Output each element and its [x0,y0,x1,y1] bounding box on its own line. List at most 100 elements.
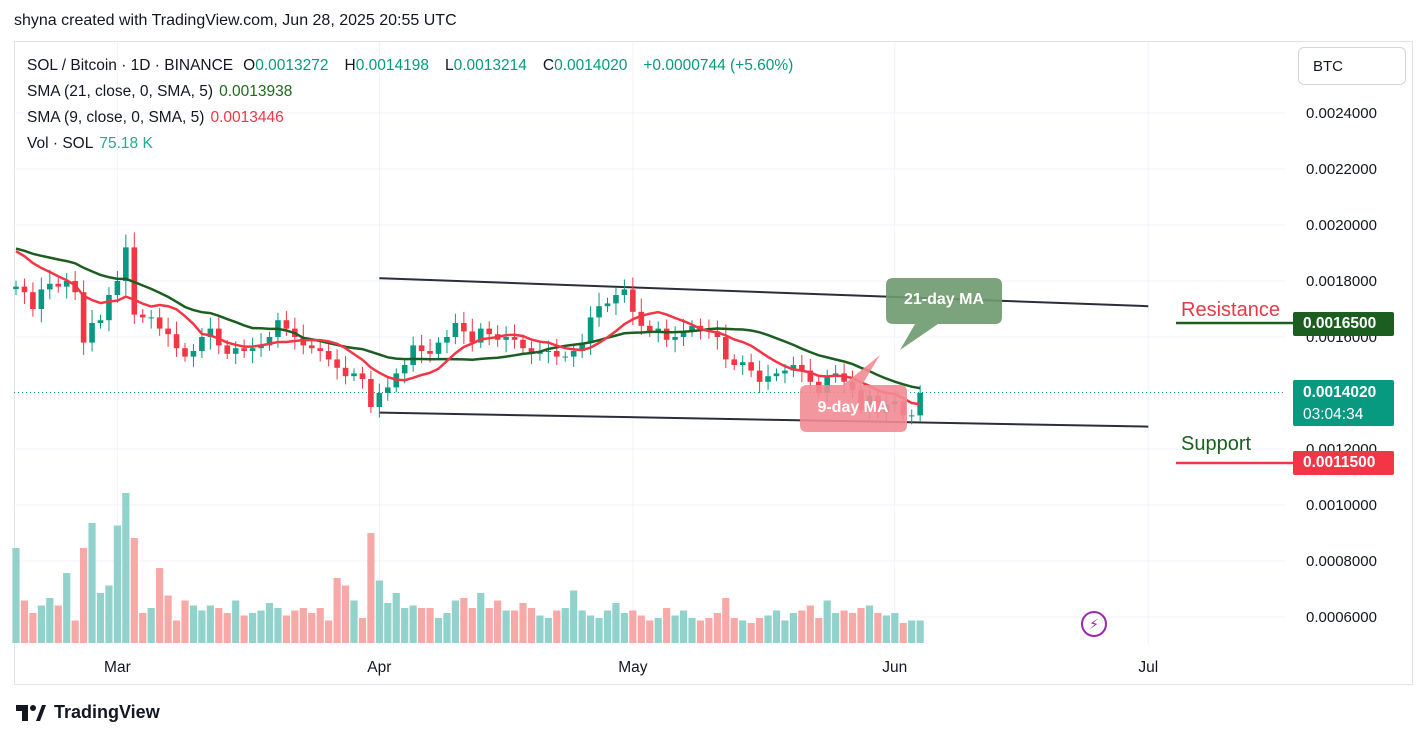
candle-body [47,283,53,290]
support-price-tag: 0.0011500 [1293,451,1394,475]
callouts [800,278,1002,432]
candle-body [824,376,830,393]
candle-body [21,286,28,293]
volume-bar [679,610,688,643]
sma9-label[interactable]: SMA (9, close, 0, SMA, 5) [27,109,205,126]
volume-bar [460,598,468,643]
footer-brand[interactable]: TradingView [16,702,160,723]
volume-bar [113,525,121,643]
price-tick-label: 0.0006000 [1306,609,1377,626]
candle-body [283,320,290,329]
volume-bar [223,613,231,643]
time-tick-label: Mar [104,659,131,676]
candle-body [680,331,687,337]
tradingview-logo-icon [16,704,46,721]
volume-bar [865,605,874,643]
volume-bar [198,610,206,643]
high-label: H [344,57,356,74]
candle-body [486,328,492,335]
candle-body [756,370,763,382]
volume-bar [629,610,637,643]
candle-body [418,345,425,351]
chart-legend: SOL / Bitcoin · 1D · BINANCE O 0.0013272 … [27,53,803,157]
sma9-row: SMA (9, close, 0, SMA, 5) 0.0013446 [27,105,803,131]
candle-body [182,348,188,357]
candle-body [148,317,154,319]
volume-bar [578,610,586,643]
volume-bar [240,615,248,643]
volume-bar [671,615,679,643]
volume-bar [713,613,721,643]
volume-bar [308,613,316,643]
candle-body [385,387,391,393]
volume-bar [451,600,459,643]
candle-body [106,295,112,321]
candle-body [596,306,602,318]
low-value: 0.0013214 [453,57,527,74]
volume-bar [730,618,738,643]
resistance-price-tag: 0.0016500 [1293,312,1394,336]
candle-body [917,393,923,416]
currency-button[interactable]: BTC [1298,47,1406,85]
price-tick-label: 0.0008000 [1306,553,1377,570]
candle-body [554,351,560,357]
volume-bar [806,605,814,643]
sma21-line [15,247,921,390]
volume-bar [172,620,181,643]
candle-body [334,359,340,368]
candle-body [663,328,670,340]
volume-bar [789,613,797,643]
candle-body [359,373,366,379]
ma21-callout-bubble [886,278,1002,350]
volume-bar [882,615,890,643]
chart-frame [14,41,1413,684]
volume-bar [46,598,54,643]
volume-bar [612,603,620,643]
candle-body [562,356,569,358]
volume-bar [105,585,113,643]
footer-divider [14,684,1413,685]
candle-body [477,328,484,343]
candle-body [342,367,349,377]
volume-bar [663,608,671,643]
symbol-label[interactable]: SOL / Bitcoin · 1D · BINANCE [27,57,234,74]
candle-body [731,359,738,365]
current-price-value: 0.0014020 [1303,384,1377,401]
ma9-callout-label: 9-day MA [817,399,889,416]
current-price-tag: 0.0014020 03:04:34 [1293,380,1394,426]
candle-body [630,289,636,312]
change-value: +0.0000744 (+5.60%) [643,57,794,74]
candle-body [748,362,754,371]
candle-body [520,339,526,349]
price-tick-label: 0.0020000 [1306,217,1377,234]
time-tick-label: Jul [1138,659,1158,676]
channel-lines [379,277,1149,428]
volume-bar [333,578,341,643]
volume-bar [316,608,324,643]
candle-body [697,325,704,329]
volume-bar [536,615,544,643]
candle-body [30,292,36,309]
volume-bar [485,608,493,643]
candle-body [461,323,467,332]
candle-body [165,328,171,335]
price-tick-label: 0.0010000 [1306,497,1377,514]
volume-bar [654,618,662,643]
volume-bar [426,608,434,643]
volume-bar [570,590,578,643]
candle-body [646,325,653,332]
volume-label[interactable]: Vol · SOL [27,135,94,152]
volume-bar [510,610,519,643]
volume-bar [705,618,713,643]
sma21-label[interactable]: SMA (21, close, 0, SMA, 5) [27,83,214,100]
ma9-callout-bubble [800,355,907,432]
volume-bar [181,600,189,643]
volume-bar [434,618,443,643]
candles [13,232,923,425]
volume-bar [139,613,147,643]
volume-bar [401,608,409,643]
sma9-line [15,250,921,406]
lightning-icon[interactable]: ⚡ [1081,611,1107,637]
volume-bar [646,620,654,643]
